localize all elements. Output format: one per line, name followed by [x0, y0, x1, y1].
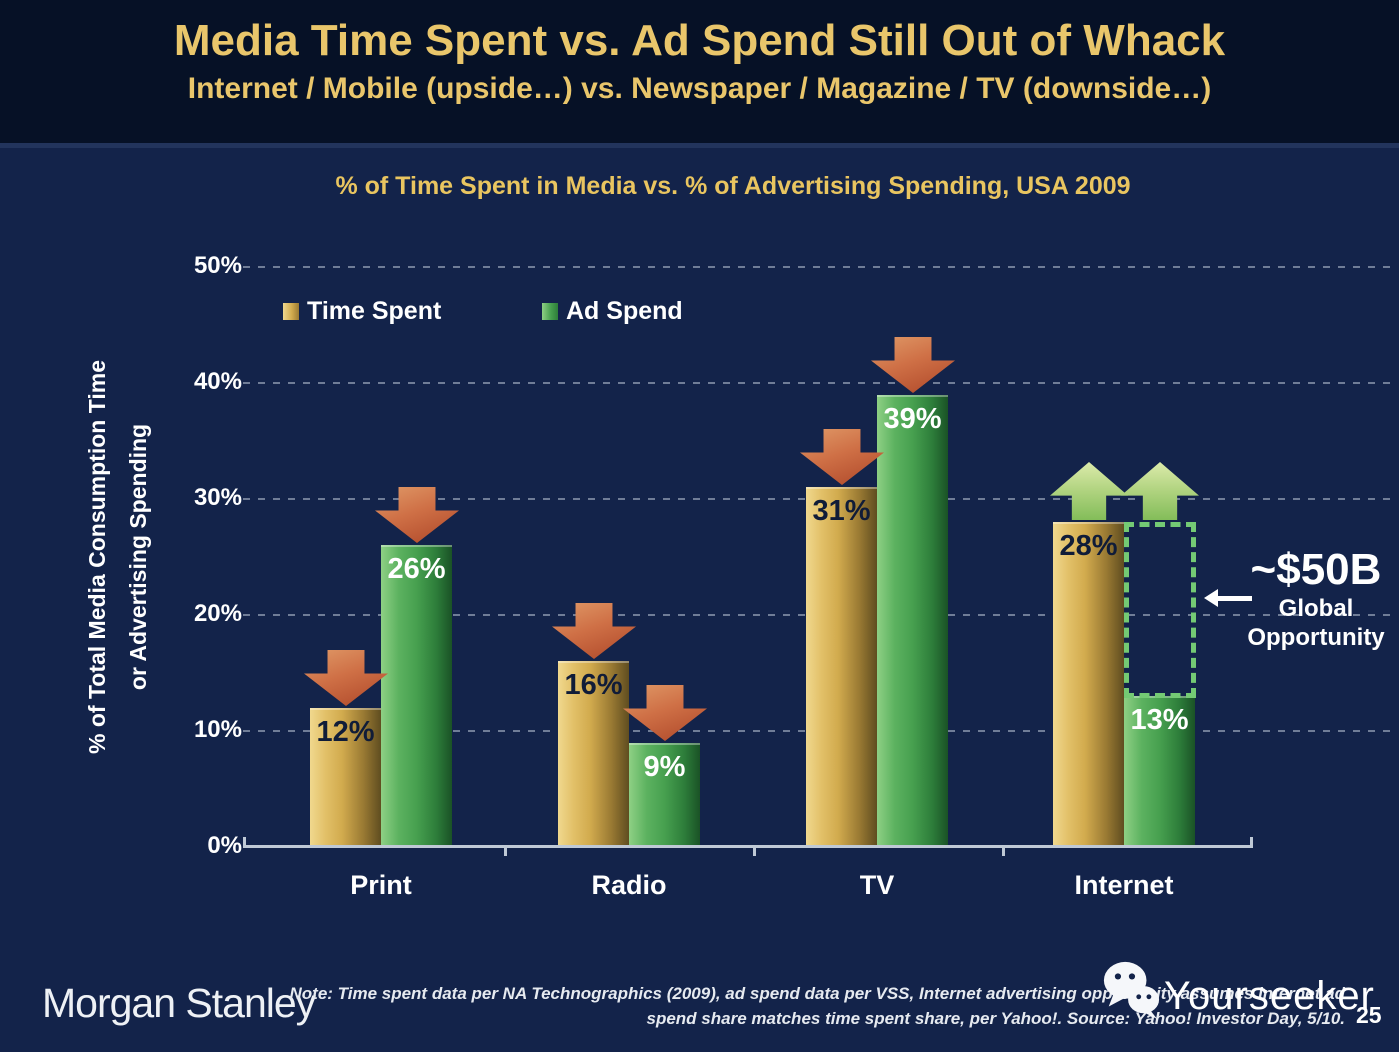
y-tick-label: 50%: [193, 252, 242, 279]
gridline: [243, 382, 1392, 384]
trend-arrow-down-icon: [552, 603, 636, 659]
chart-title: % of Time Spent in Media vs. % of Advert…: [335, 172, 1131, 200]
y-tick-label: 30%: [193, 484, 242, 511]
bar-value-label: 16%: [564, 669, 623, 701]
page-number: 25: [1356, 1002, 1382, 1028]
header-band: [0, 0, 1399, 143]
legend-item-ad-spend: Ad Spend: [542, 297, 683, 326]
y-axis-title-line1: % of Total Media Consumption Time: [84, 360, 110, 754]
x-axis-left-hook: [243, 837, 246, 846]
x-axis-tick: [504, 847, 507, 856]
trend-arrow-down-icon: [800, 429, 884, 485]
bar-print-time-spent: 12%: [310, 708, 381, 847]
legend-label-ad-spend: Ad Spend: [566, 297, 683, 325]
opportunity-dotted-box: [1124, 522, 1196, 698]
bar-value-label: 9%: [643, 751, 686, 783]
bar-value-label: 28%: [1059, 530, 1118, 562]
x-axis-tick: [753, 847, 756, 856]
trend-arrow-down-icon: [623, 685, 707, 741]
source-note-line2: spend share matches time spent share, pe…: [646, 1009, 1346, 1028]
bar-value-label: 31%: [812, 495, 871, 527]
source-note-line1: Note: Time spent data per NA Technograph…: [289, 984, 1346, 1003]
trend-arrow-up-icon: [1050, 462, 1128, 520]
opportunity-label-line2: Opportunity: [1247, 624, 1385, 651]
bar-internet-ad-spend: 13%: [1124, 696, 1195, 847]
bar-internet-time-spent: 28%: [1053, 522, 1124, 847]
header-divider: [0, 143, 1399, 148]
slide-subtitle: Internet / Mobile (upside…) vs. Newspape…: [187, 72, 1212, 105]
opportunity-left-arrow-icon: [1204, 589, 1254, 607]
y-axis-title: % of Total Media Consumption Time or Adv…: [77, 360, 159, 754]
y-axis-title-line2: or Advertising Spending: [125, 423, 151, 691]
y-tick-label: 0%: [207, 832, 242, 859]
wechat-icon: [1103, 961, 1160, 1020]
opportunity-value: ~$50B: [1250, 545, 1382, 594]
x-category-label: Internet: [1074, 870, 1174, 900]
x-category-label: TV: [859, 870, 895, 900]
bar-value-label: 26%: [387, 553, 446, 585]
bar-tv-ad-spend: 39%: [877, 395, 948, 847]
x-category-label: Radio: [591, 870, 667, 900]
gridline: [243, 266, 1392, 268]
x-category-label: Print: [350, 870, 412, 900]
y-tick-label: 20%: [193, 600, 242, 627]
bar-radio-time-spent: 16%: [558, 661, 629, 847]
y-tick-label: 10%: [193, 716, 242, 743]
x-axis-line: [243, 845, 1253, 848]
x-axis-right-hook: [1250, 837, 1253, 846]
source-note: Note: Time spent data per NA Technograph…: [285, 981, 1346, 1031]
bar-print-ad-spend: 26%: [381, 545, 452, 847]
trend-arrow-down-icon: [871, 337, 955, 393]
y-tick-label: 40%: [193, 368, 242, 395]
bar-radio-ad-spend: 9%: [629, 743, 700, 847]
bar-value-label: 12%: [316, 716, 375, 748]
trend-arrow-up-icon: [1121, 462, 1199, 520]
bar-value-label: 13%: [1130, 704, 1189, 736]
bar-value-label: 39%: [883, 403, 942, 435]
watermark-text: Yourseeker: [1164, 973, 1375, 1018]
opportunity-label-line1: Global: [1278, 595, 1354, 622]
legend-swatch-time-spent: [283, 303, 299, 320]
slide-title: Media Time Spent vs. Ad Spend Still Out …: [173, 16, 1226, 65]
legend-item-time-spent: Time Spent: [283, 297, 441, 326]
opportunity-annotation: ~$50B Global Opportunity: [1240, 546, 1392, 652]
morgan-stanley-logo: Morgan Stanley: [42, 980, 316, 1026]
x-axis-tick: [1002, 847, 1005, 856]
legend-label-time-spent: Time Spent: [307, 297, 442, 325]
bar-tv-time-spent: 31%: [806, 487, 877, 847]
trend-arrow-down-icon: [304, 650, 388, 706]
trend-arrow-down-icon: [375, 487, 459, 543]
watermark: Yourseeker: [1100, 960, 1375, 1020]
legend-swatch-ad-spend: [542, 303, 558, 320]
